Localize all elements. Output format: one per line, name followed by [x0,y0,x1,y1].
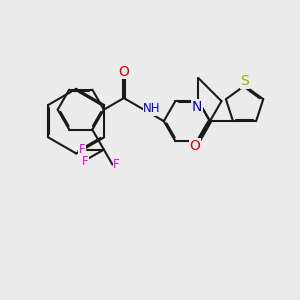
Text: NH: NH [143,102,160,115]
Text: F: F [113,158,120,171]
Text: F: F [79,143,85,156]
Text: F: F [81,155,88,168]
Text: O: O [190,139,200,153]
Text: S: S [240,74,249,88]
Text: O: O [118,64,129,79]
Text: N: N [192,100,202,114]
